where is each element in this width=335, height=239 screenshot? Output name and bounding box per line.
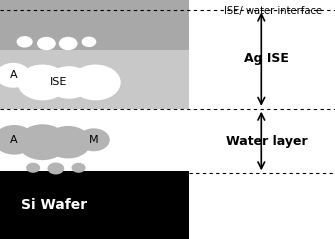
Text: Ag ISE: Ag ISE — [244, 52, 289, 65]
Circle shape — [16, 36, 32, 48]
Bar — [0, 0, 189, 109]
Circle shape — [37, 37, 56, 50]
Circle shape — [0, 125, 35, 155]
Text: A: A — [10, 135, 18, 145]
Circle shape — [46, 66, 92, 99]
Circle shape — [26, 163, 40, 173]
Text: M: M — [89, 135, 98, 145]
Circle shape — [71, 163, 85, 173]
Text: ISE/ water interface: ISE/ water interface — [224, 6, 322, 16]
Bar — [0, 171, 189, 239]
Circle shape — [17, 124, 68, 160]
Text: A: A — [9, 70, 17, 80]
Circle shape — [17, 65, 68, 100]
Circle shape — [70, 65, 121, 100]
Text: Si Wafer: Si Wafer — [20, 198, 87, 212]
Bar — [0, 0, 189, 50]
Circle shape — [0, 63, 31, 88]
Circle shape — [82, 37, 96, 47]
Text: Water layer: Water layer — [225, 135, 307, 147]
Circle shape — [78, 128, 110, 151]
Circle shape — [48, 163, 64, 174]
Circle shape — [45, 126, 91, 158]
Circle shape — [59, 37, 77, 50]
Text: ISE: ISE — [50, 77, 67, 87]
Bar — [0, 109, 189, 171]
